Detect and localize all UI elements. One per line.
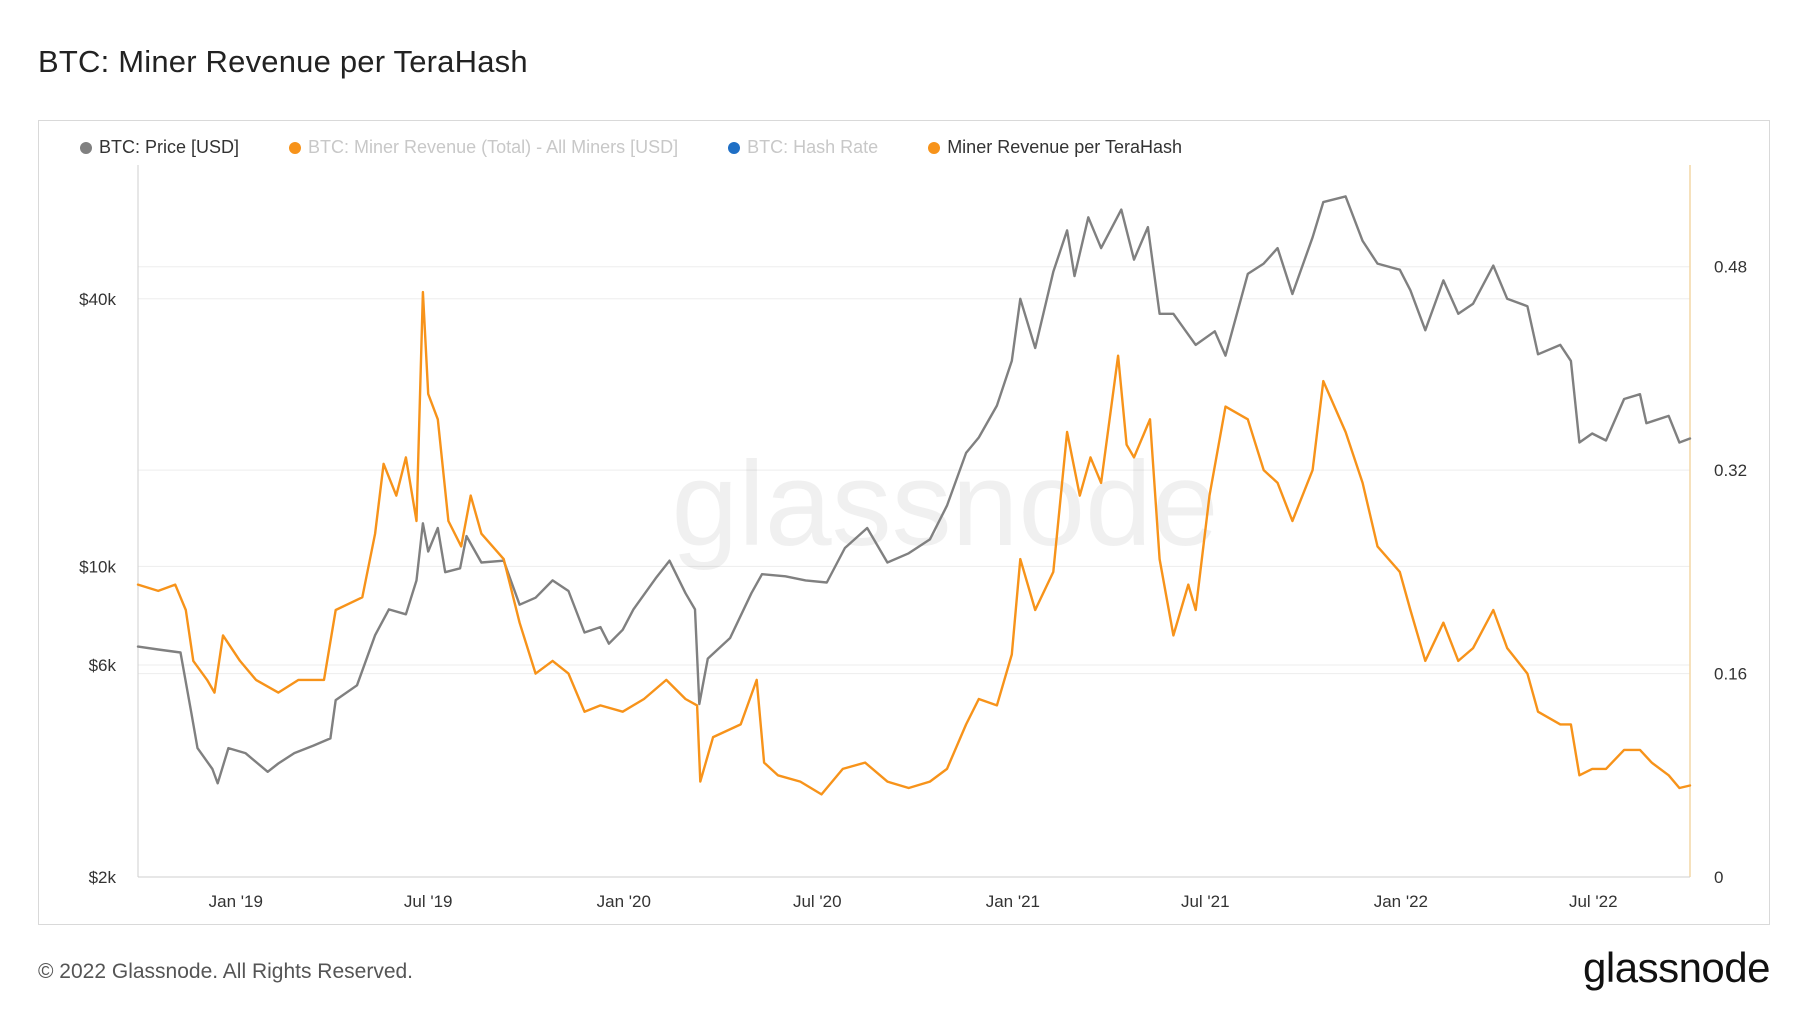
y-left-tick-label-3: $40k [79, 290, 116, 309]
legend-dot-price [80, 141, 92, 154]
axes [137, 165, 1691, 878]
chart-legend: BTC: Price [USD] BTC: Miner Revenue (Tot… [80, 137, 1182, 158]
tick-labels: Jan '19 Jul '19 Jan '20 Jul '20 Jan '21 Jul '… [79, 258, 1747, 911]
watermark: glassnode [671, 437, 1218, 571]
x-tick-label-2: Jan '20 [597, 892, 651, 911]
y-left-tick-label-1: $6k [89, 656, 117, 675]
x-tick-label-5: Jul '21 [1181, 892, 1230, 911]
chart-frame [38, 120, 1770, 925]
y-left-tick-label-0: $2k [89, 868, 117, 887]
legend-item-price[interactable]: BTC: Price [USD] [80, 137, 239, 158]
x-tick-label-3: Jul '20 [793, 892, 842, 911]
series-group [136, 195, 1692, 796]
legend-label-miner-revenue: BTC: Miner Revenue (Total) - All Miners … [308, 137, 679, 157]
legend-dot-miner-revenue [289, 141, 302, 154]
series-line-revenue-per-terahash [136, 290, 1692, 796]
x-tick-label-6: Jan '22 [1374, 892, 1428, 911]
x-tick-label-7: Jul '22 [1569, 892, 1618, 911]
x-tick-label-0: Jan '19 [209, 892, 263, 911]
y-right-tick-label-1: 0.16 [1714, 665, 1747, 684]
legend-label-hash-rate: BTC: Hash Rate [747, 137, 879, 157]
legend-dot-hash-rate [728, 141, 741, 154]
x-tick-label-4: Jan '21 [986, 892, 1040, 911]
legend-label-revenue-per-th: Miner Revenue per TeraHash [947, 137, 1182, 157]
x-tick-label-1: Jul '19 [404, 892, 453, 911]
y-right-tick-label-2: 0.32 [1714, 461, 1747, 480]
legend-label-price: BTC: Price [USD] [99, 137, 240, 157]
y-right-tick-label-0: 0 [1714, 868, 1723, 887]
legend-item-hash-rate[interactable]: BTC: Hash Rate [728, 137, 878, 158]
page-title: BTC: Miner Revenue per TeraHash [38, 44, 528, 79]
y-right-tick-label-3: 0.48 [1714, 258, 1747, 277]
legend-item-revenue-per-th[interactable]: Miner Revenue per TeraHash [928, 137, 1182, 158]
copyright: © 2022 Glassnode. All Rights Reserved. [38, 960, 414, 983]
glassnode-logo[interactable]: glassnode [1583, 944, 1770, 991]
y-left-tick-label-2: $10k [79, 557, 116, 576]
legend-dot-revenue-per-th [928, 141, 941, 154]
legend-item-miner-revenue[interactable]: BTC: Miner Revenue (Total) - All Miners … [289, 137, 678, 158]
series-line-btc-price [136, 195, 1692, 785]
